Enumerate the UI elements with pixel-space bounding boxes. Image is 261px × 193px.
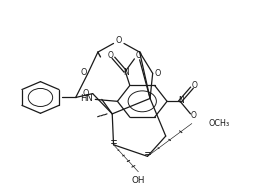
- Text: O: O: [155, 69, 161, 78]
- Text: O: O: [192, 81, 197, 90]
- Text: N: N: [179, 96, 184, 105]
- Text: OH: OH: [132, 176, 145, 185]
- Text: O: O: [135, 52, 141, 60]
- Text: HN: HN: [80, 94, 93, 103]
- Text: O: O: [190, 111, 196, 120]
- Text: O: O: [80, 68, 87, 77]
- Text: OCH₃: OCH₃: [209, 119, 230, 128]
- Text: O: O: [108, 52, 113, 60]
- Text: O: O: [116, 36, 122, 45]
- Text: N: N: [124, 68, 129, 77]
- Text: O: O: [83, 89, 89, 98]
